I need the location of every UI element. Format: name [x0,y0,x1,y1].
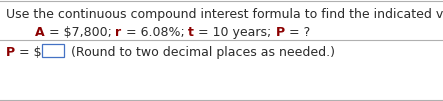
Text: t: t [188,26,194,39]
Text: = $: = $ [15,46,42,59]
Text: (Round to two decimal places as needed.): (Round to two decimal places as needed.) [67,46,335,59]
FancyBboxPatch shape [42,44,64,57]
Text: = 10 years;: = 10 years; [194,26,276,39]
Text: r: r [116,26,122,39]
Text: P: P [6,46,15,59]
Text: Use the continuous compound interest formula to find the indicated value.: Use the continuous compound interest for… [6,8,443,21]
Text: P: P [276,26,284,39]
Text: = ?: = ? [284,26,310,39]
Text: = 6.08%;: = 6.08%; [122,26,188,39]
Text: A: A [35,26,45,39]
Text: = $7,800;: = $7,800; [45,26,116,39]
